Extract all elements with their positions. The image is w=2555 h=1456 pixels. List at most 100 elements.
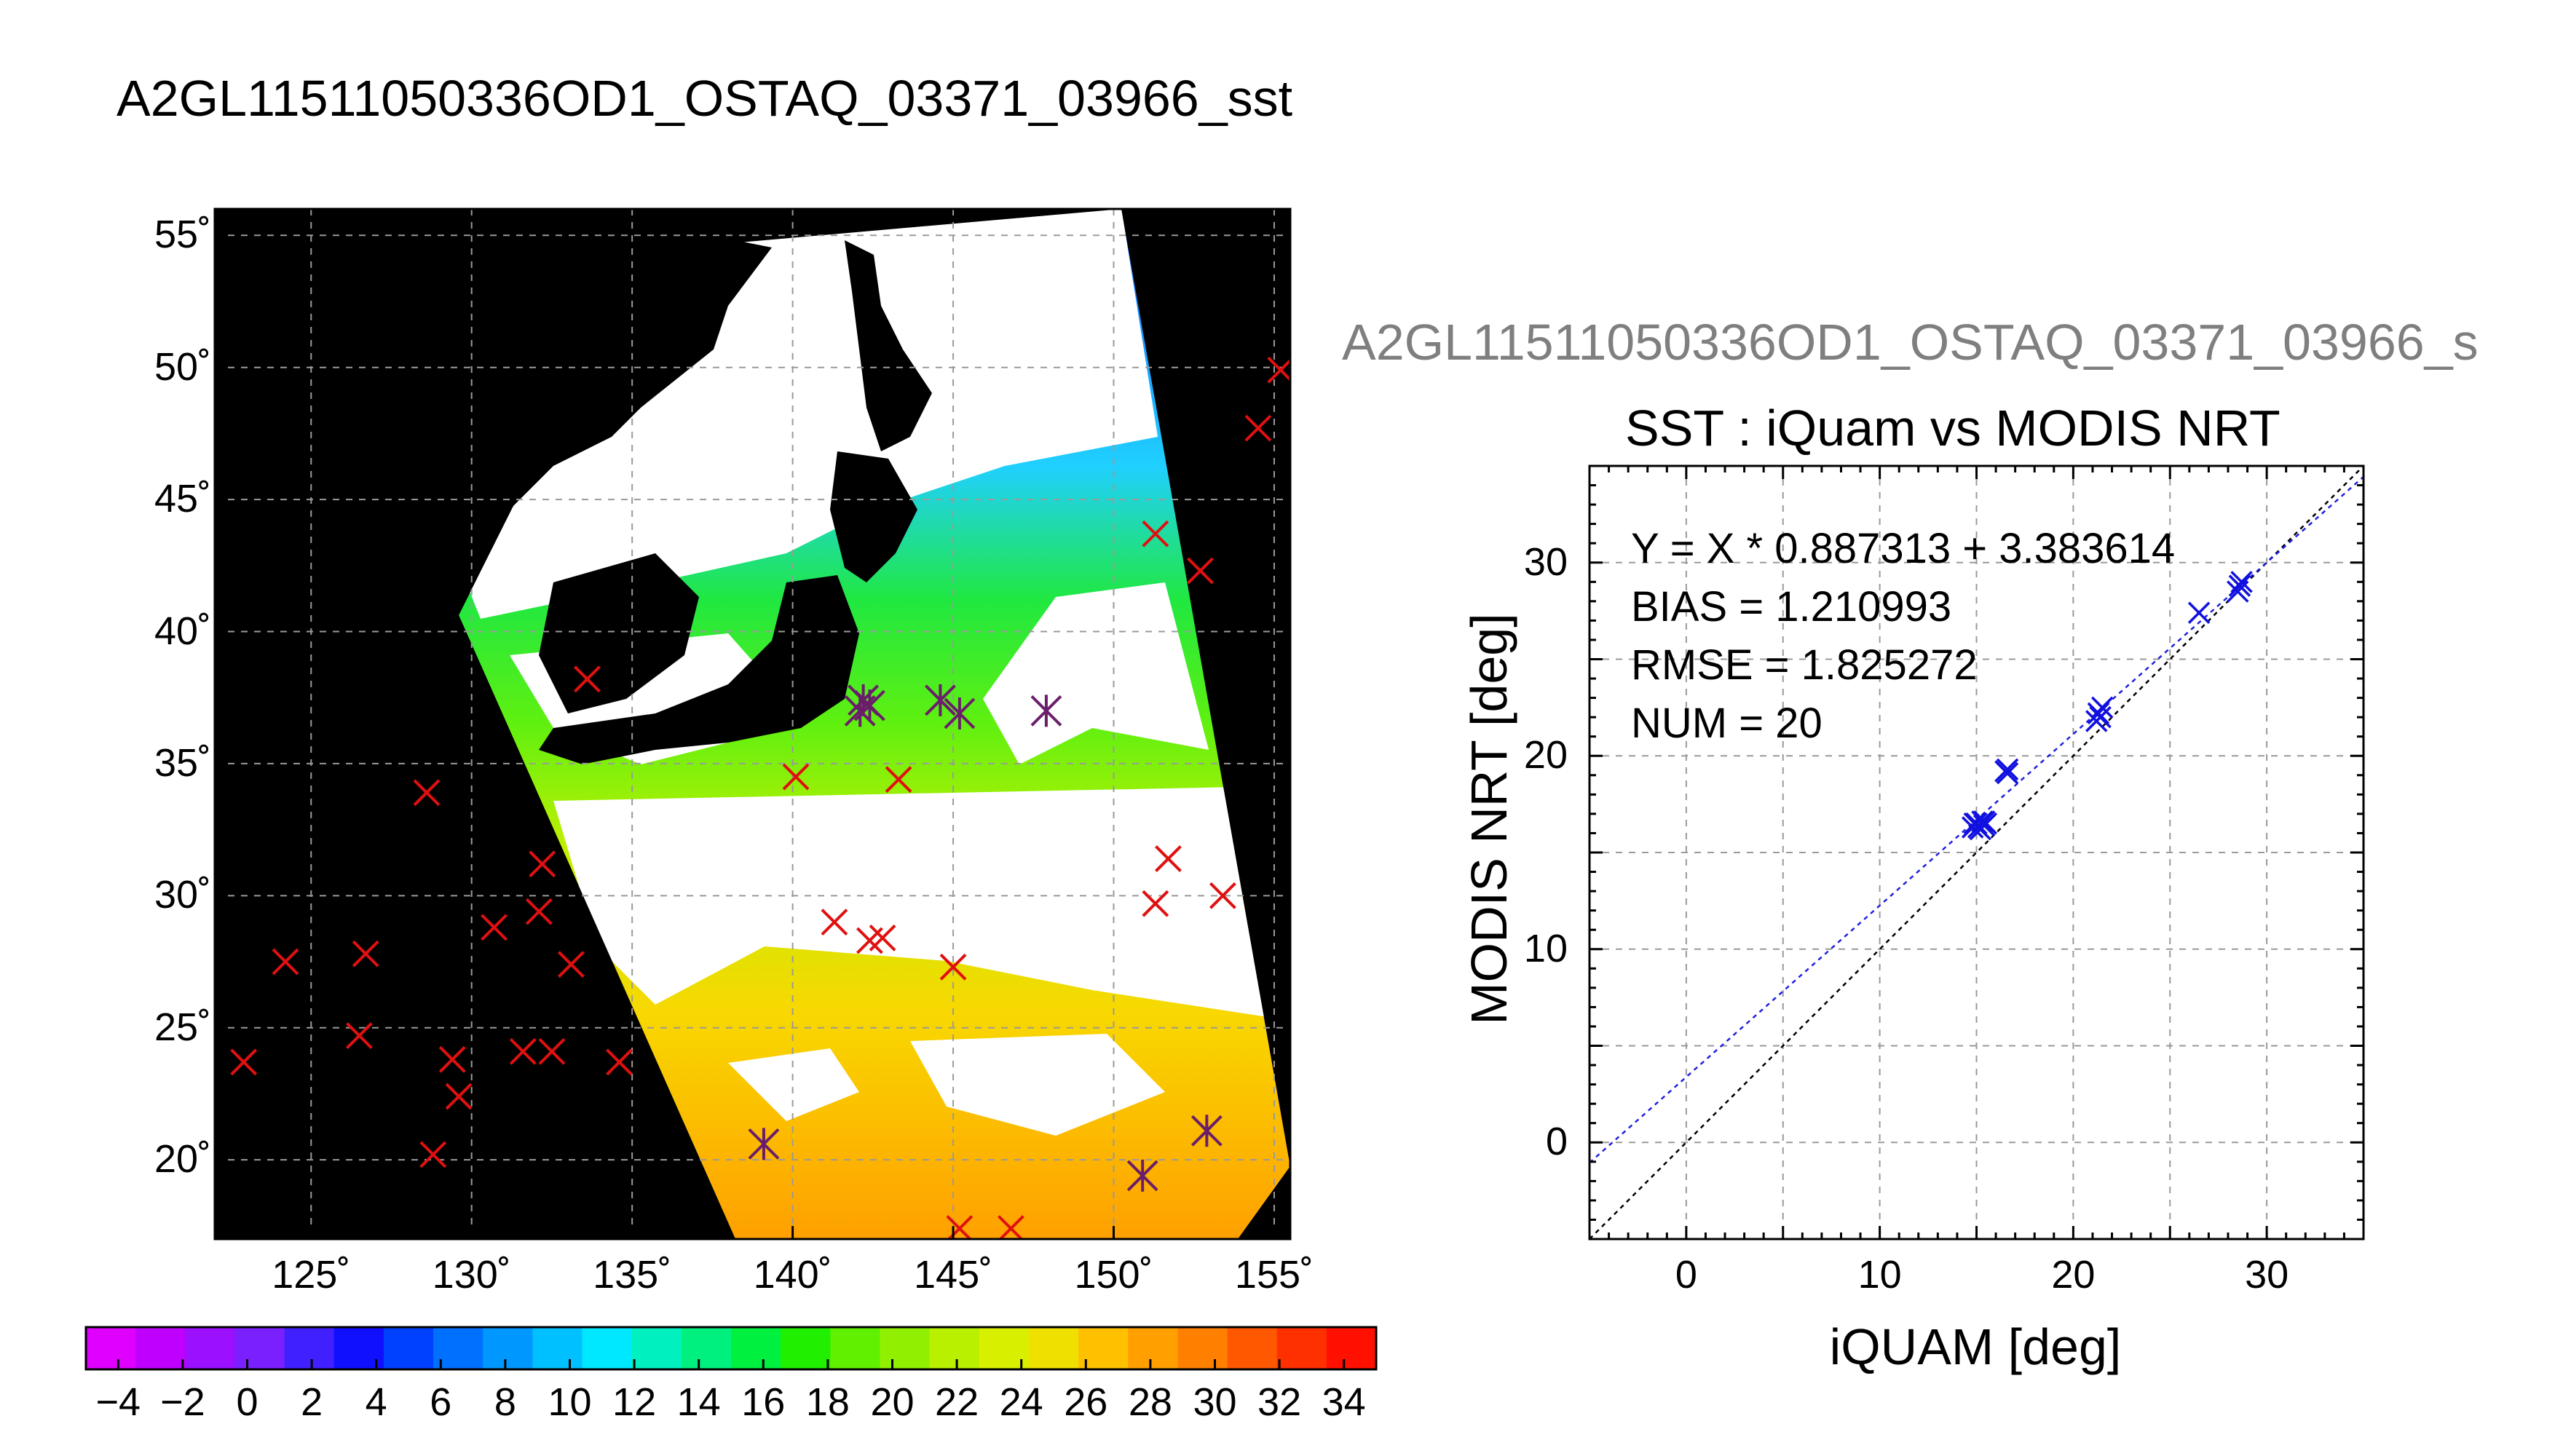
colorbar-swatch — [383, 1327, 435, 1369]
colorbar-tick-label: 2 — [301, 1380, 323, 1424]
station-marker — [538, 1037, 566, 1065]
scatter-xtick-label: 0 — [1675, 1253, 1697, 1297]
rmse-stat: RMSE = 1.825272 — [1631, 641, 1978, 689]
colorbar-tick-label: 4 — [365, 1380, 387, 1424]
station-marker — [413, 779, 441, 807]
station-marker — [998, 1215, 1024, 1239]
colorbar-tick-label: 18 — [805, 1380, 850, 1424]
colorbar-tick-label: 26 — [1064, 1380, 1108, 1424]
colorbar-tick-label: 16 — [741, 1380, 786, 1424]
colorbar-swatch — [1326, 1327, 1377, 1369]
lat-tick-label: 50˚ — [154, 344, 211, 389]
station-marker — [946, 1215, 974, 1239]
station-marker — [574, 665, 601, 693]
colorbar-swatch — [86, 1327, 137, 1369]
matched-station-marker — [748, 1128, 780, 1160]
colorbar-tick-label: 22 — [935, 1380, 979, 1424]
matched-station-marker — [944, 697, 976, 729]
matched-station-marker — [1126, 1159, 1158, 1192]
colorbar-tick-label: 28 — [1128, 1380, 1172, 1424]
map-frame — [213, 207, 1292, 1241]
station-marker — [821, 909, 848, 936]
colorbar-swatch — [234, 1327, 285, 1369]
station-marker — [272, 948, 299, 976]
colorbar-tick-label: 34 — [1322, 1380, 1366, 1424]
colorbar-swatch — [880, 1327, 931, 1369]
colorbar-tick-label: 8 — [494, 1380, 516, 1424]
scatter-ytick-label: 0 — [1545, 1120, 1568, 1164]
colorbar-swatch — [1227, 1327, 1278, 1369]
matched-station-marker — [925, 684, 956, 716]
lat-tick-label: 40˚ — [154, 609, 211, 653]
colorbar-tick-label: 30 — [1193, 1380, 1237, 1424]
bias-stat: BIAS = 1.210993 — [1631, 583, 1952, 630]
station-marker — [1155, 845, 1182, 872]
colorbar-swatch — [185, 1327, 236, 1369]
matched-station-marker — [854, 689, 885, 722]
colorbar-tick-label: −2 — [160, 1380, 205, 1424]
colorbar-swatch — [135, 1327, 186, 1369]
station-marker — [869, 924, 896, 951]
lon-tick-label: 140˚ — [753, 1253, 832, 1297]
colorbar — [86, 1327, 1377, 1369]
station-marker — [230, 1048, 258, 1076]
colorbar-tick-label: 6 — [430, 1380, 452, 1424]
station-marker — [939, 953, 967, 981]
lon-tick-label: 155˚ — [1234, 1253, 1314, 1297]
scatter-xtick-label: 20 — [2051, 1253, 2096, 1297]
station-marker — [509, 1037, 537, 1065]
num-stat: NUM = 20 — [1631, 700, 1823, 747]
colorbar-swatch — [1128, 1327, 1179, 1369]
station-marker — [345, 1022, 373, 1050]
lon-tick-label: 130˚ — [432, 1253, 511, 1297]
file-label: A2GL11511050336OD1_OSTAQ_03371_03966_s — [1342, 314, 2479, 371]
lat-tick-label: 45˚ — [154, 477, 211, 521]
scatter-title: SST : iQuam vs MODIS NRT — [1625, 400, 2280, 456]
colorbar-swatch — [631, 1327, 682, 1369]
station-marker — [1142, 520, 1169, 547]
colorbar-tick-label: 10 — [548, 1380, 592, 1424]
scatter-ytick-label: 20 — [1523, 733, 1568, 778]
lat-tick-label: 30˚ — [154, 873, 211, 917]
lon-tick-label: 145˚ — [914, 1253, 993, 1297]
colorbar-swatch — [681, 1327, 732, 1369]
colorbar-tick-label: 0 — [236, 1380, 258, 1424]
colorbar-frame — [84, 1326, 1378, 1371]
station-marker — [438, 1045, 466, 1073]
scatter-xtick-label: 10 — [1857, 1253, 1902, 1297]
colorbar-swatch — [1276, 1327, 1327, 1369]
colorbar-swatch — [781, 1327, 832, 1369]
colorbar-tick-label: 12 — [612, 1380, 657, 1424]
colorbar-swatch — [532, 1327, 583, 1369]
colorbar-swatch — [830, 1327, 881, 1369]
scatter-xtick-label: 30 — [2245, 1253, 2289, 1297]
colorbar-swatch — [929, 1327, 980, 1369]
colorbar-swatch — [284, 1327, 335, 1369]
y-axis-label: MODIS NRT [deg] — [1461, 613, 1517, 1025]
lat-tick-label: 25˚ — [154, 1005, 211, 1049]
lat-tick-label: 55˚ — [154, 213, 211, 257]
station-marker — [525, 898, 553, 925]
scatter-ytick-label: 10 — [1523, 926, 1568, 970]
station-marker — [1142, 890, 1169, 917]
colorbar-tick-label: −4 — [95, 1380, 141, 1424]
colorbar-tick-label: 14 — [676, 1380, 721, 1424]
lat-tick-label: 20˚ — [154, 1137, 211, 1182]
station-marker — [557, 951, 585, 978]
colorbar-tick-label: 20 — [870, 1380, 915, 1424]
x-axis-label: iQUAM [deg] — [1829, 1318, 2122, 1375]
station-marker — [445, 1083, 473, 1110]
colorbar-swatch — [483, 1327, 534, 1369]
fit-equation: Y = X * 0.887313 + 3.383614 — [1631, 525, 2176, 572]
station-marker — [1187, 557, 1214, 585]
station-marker — [1267, 356, 1290, 384]
colorbar-swatch — [1028, 1327, 1080, 1369]
colorbar-swatch — [1177, 1327, 1228, 1369]
land-masses — [215, 209, 932, 1239]
matched-station-marker — [1190, 1115, 1223, 1147]
station-marker — [606, 1048, 633, 1076]
station-marker — [481, 914, 508, 941]
main-title: A2GL11511050336OD1_OSTAQ_03371_03966_sst — [117, 70, 1293, 127]
lon-tick-label: 150˚ — [1074, 1253, 1153, 1297]
colorbar-swatch — [582, 1327, 633, 1369]
